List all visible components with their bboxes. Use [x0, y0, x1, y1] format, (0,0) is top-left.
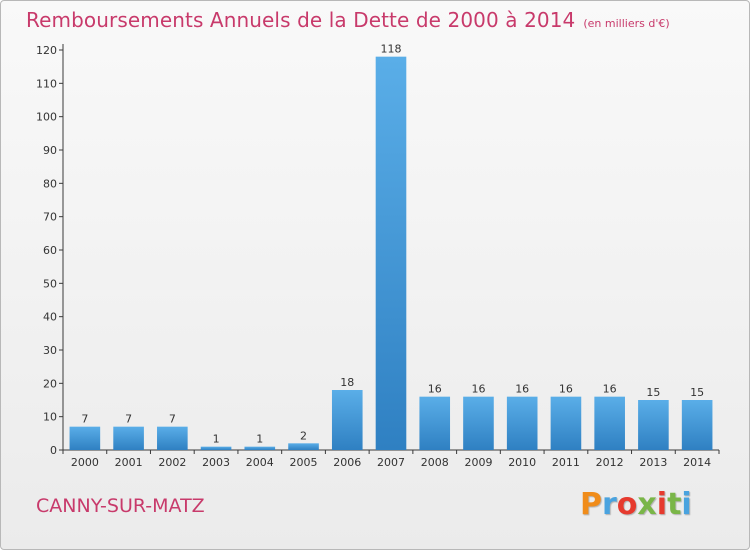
value-label-2014: 15: [690, 386, 704, 399]
bars: [69, 56, 713, 451]
brand-logo: Proxiti: [580, 487, 692, 522]
x-tick-label-2013: 2013: [639, 456, 667, 469]
x-tick-label-2009: 2009: [464, 456, 492, 469]
brand-letter: o: [616, 487, 638, 522]
bar-2014: [681, 400, 713, 450]
bar-2003: [200, 446, 232, 450]
bar-2000: [69, 426, 101, 450]
brand-letter: x: [637, 487, 657, 522]
y-tick-label: 110: [36, 77, 57, 90]
bar-2004: [244, 446, 276, 450]
x-tick-label-2001: 2001: [115, 456, 143, 469]
brand-letter: i: [681, 487, 692, 522]
x-tick-label-2008: 2008: [421, 456, 449, 469]
brand-letter: P: [580, 487, 602, 522]
bar-2010: [506, 396, 538, 450]
bar-2008: [419, 396, 451, 450]
value-label-2002: 7: [169, 413, 176, 426]
y-tick-label: 0: [50, 444, 57, 457]
y-tick-label: 80: [43, 177, 57, 190]
chart-title-block: Remboursements Annuels de la Dette de 20…: [26, 8, 670, 32]
x-tick-label-2007: 2007: [377, 456, 405, 469]
value-label-2008: 16: [428, 383, 442, 396]
y-tick-label: 100: [36, 111, 57, 124]
x-tick-label-2006: 2006: [333, 456, 361, 469]
value-label-2004: 1: [256, 433, 263, 446]
y-tick-label: 50: [43, 277, 57, 290]
value-labels: 7 7 7 1 1 2 18 118 16 16 16 16 16 15 15: [81, 43, 704, 446]
value-label-2005: 2: [300, 429, 307, 442]
value-label-2000: 7: [81, 413, 88, 426]
x-tick-label-2004: 2004: [246, 456, 274, 469]
value-label-2011: 16: [559, 383, 573, 396]
y-tick-label: 20: [43, 377, 57, 390]
brand-letter: t: [667, 487, 682, 522]
x-tick-label-2010: 2010: [508, 456, 536, 469]
bar-2013: [638, 400, 669, 450]
chart-unit: (en milliers d'€): [583, 17, 670, 30]
x-tick-label-2005: 2005: [290, 456, 318, 469]
value-label-2003: 1: [213, 433, 220, 446]
x-tick-label-2012: 2012: [596, 456, 624, 469]
y-tick-label: 70: [43, 211, 57, 224]
x-tick-label-2003: 2003: [202, 456, 230, 469]
value-label-2006: 18: [340, 376, 354, 389]
bar-2006: [331, 390, 363, 450]
y-tick-label: 120: [36, 44, 57, 57]
bar-2011: [550, 396, 582, 450]
y-tick-label: 30: [43, 344, 57, 357]
x-tick-label-2000: 2000: [71, 456, 99, 469]
bar-2001: [113, 426, 144, 450]
bar-2012: [594, 396, 625, 450]
x-axis: 2000 2001 2002 2003 2004 2005 2006 2007 2008 2009…: [62, 449, 720, 469]
x-tick-label-2011: 2011: [552, 456, 580, 469]
value-label-2009: 16: [471, 383, 485, 396]
bar-2005: [288, 443, 319, 450]
y-tick-label: 90: [43, 144, 57, 157]
bar-2002: [157, 426, 188, 450]
value-label-2012: 16: [603, 383, 617, 396]
city-name: CANNY-SUR-MATZ: [36, 495, 205, 517]
y-tick-label: 10: [43, 411, 57, 424]
x-tick-label-2002: 2002: [158, 456, 186, 469]
bar-2007: [375, 56, 407, 451]
brand-letter: i: [656, 487, 668, 522]
value-label-2010: 16: [515, 383, 529, 396]
brand-letter: r: [602, 487, 617, 522]
y-axis: 0 10 20 30 40 50 60 70 80 90 100 110 120: [36, 44, 64, 457]
value-label-2013: 15: [646, 386, 660, 399]
y-tick-label: 40: [43, 311, 57, 324]
x-tick-label-2014: 2014: [683, 456, 711, 469]
value-label-2007: 118: [381, 43, 402, 56]
bar-2009: [463, 396, 494, 450]
value-label-2001: 7: [125, 413, 132, 426]
y-tick-label: 60: [43, 244, 57, 257]
chart-title: Remboursements Annuels de la Dette de 20…: [26, 8, 576, 32]
